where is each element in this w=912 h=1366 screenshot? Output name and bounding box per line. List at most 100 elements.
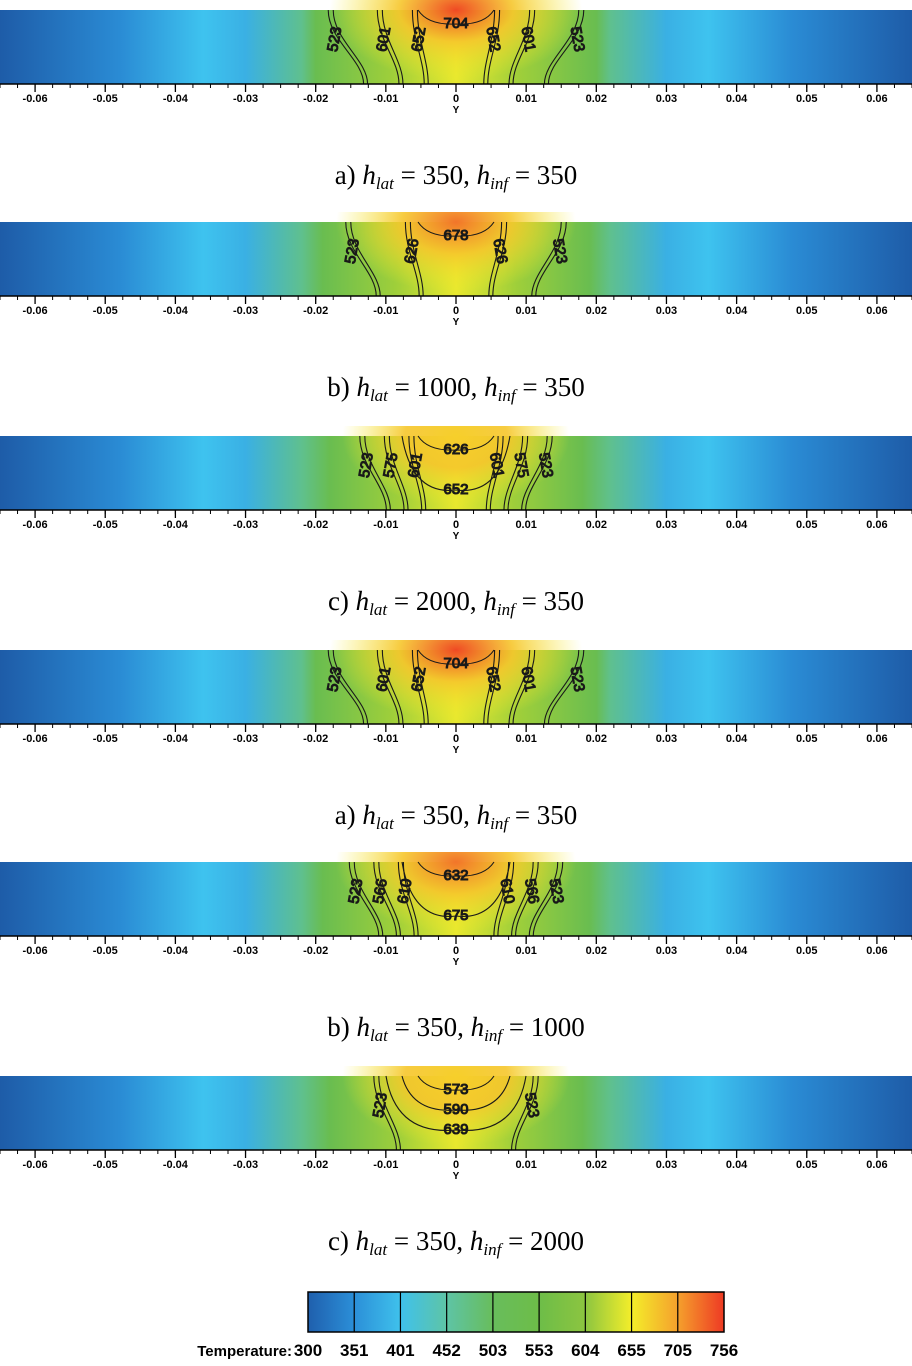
contour-line	[525, 435, 553, 511]
contour-label: 523	[345, 877, 366, 905]
x-tick-label: 0.06	[866, 305, 887, 317]
x-tick-label: 0.04	[726, 93, 748, 105]
legend-title: Temperature:	[197, 1343, 292, 1360]
contour-label: 601	[486, 451, 507, 479]
x-axis-label: Y	[453, 1171, 460, 1182]
contour-line	[411, 649, 425, 725]
contour-line	[417, 861, 495, 877]
x-tick-label: -0.02	[303, 305, 328, 317]
x-tick-label: 0.05	[796, 1159, 817, 1171]
temperature-legend: Temperature: 300 351 401 452 503 553 604 655 705…	[197, 1291, 738, 1360]
panel-caption: c) hlat = 350, hinf = 2000	[0, 1226, 912, 1260]
x-tick-label: 0.01	[515, 1159, 536, 1171]
contour-line	[397, 861, 415, 937]
x-tick-label: -0.03	[233, 519, 258, 531]
x-tick-label: 0.02	[586, 733, 607, 745]
contour-line	[535, 221, 567, 297]
x-tick-label: 0.03	[656, 1159, 677, 1171]
caption-h-lat-value: = 2000,	[387, 586, 484, 616]
x-tick-label: 0.04	[726, 519, 748, 531]
contour-line	[417, 9, 495, 25]
caption-prefix: a)	[334, 800, 363, 830]
contour-line	[483, 9, 496, 85]
contour-line	[417, 435, 495, 451]
x-tick-label: -0.05	[93, 519, 118, 531]
caption-h-lat-value: = 350,	[393, 800, 477, 830]
contour-line	[528, 861, 559, 937]
contour-line	[378, 861, 401, 937]
x-tick-label: -0.05	[93, 945, 118, 957]
contour-label: 652	[408, 25, 429, 53]
contour-panel-4: 523 523 601 601 652 652 704 -0.06 -0.05 -0.04 -0.0…	[0, 640, 912, 850]
contour-label: 626	[401, 237, 422, 265]
contour-line	[383, 435, 405, 511]
x-tick-label: 0.06	[866, 733, 887, 745]
contour-label: 573	[443, 1081, 468, 1098]
contour-line	[332, 649, 369, 725]
x-tick-label: 0.03	[656, 945, 677, 957]
contour-line	[327, 9, 365, 85]
contour-line	[497, 861, 515, 937]
contour-line	[373, 861, 397, 937]
contour-label: 610	[394, 877, 415, 905]
contour-lines: 523 523 573 590 639	[369, 1075, 543, 1151]
temperature-contour-plot: 523 523 626 626 678 -0.06 -0.05 -0.04 -0.03 -0.02…	[0, 212, 912, 328]
x-tick-label: -0.05	[93, 733, 118, 745]
hot-spot	[336, 852, 576, 933]
contour-line	[507, 435, 529, 511]
caption-h-lat-value: = 350,	[393, 160, 477, 190]
x-tick-label: -0.03	[233, 733, 258, 745]
caption-h-inf-value: = 350	[508, 160, 578, 190]
contour-label: 601	[518, 25, 539, 53]
contour-line	[543, 9, 580, 85]
contour-line	[508, 9, 531, 85]
contour-label: 523	[324, 25, 345, 53]
x-tick-label: -0.05	[93, 1159, 118, 1171]
x-tick-label: 0.04	[726, 305, 748, 317]
caption-prefix: c)	[327, 586, 356, 616]
contour-line	[515, 861, 539, 937]
contour-label: 523	[549, 237, 570, 265]
contour-line	[417, 649, 495, 665]
contour-line	[547, 9, 585, 85]
contour-label: 523	[356, 451, 377, 479]
contour-label: 601	[518, 665, 539, 693]
contour-line	[489, 435, 504, 511]
panel-caption: a) hlat = 350, hinf = 350	[0, 800, 912, 834]
contour-line	[417, 1075, 495, 1091]
x-tick-label: 0.02	[586, 93, 607, 105]
contour-label: 523	[546, 877, 567, 905]
x-tick-label: -0.01	[373, 1159, 398, 1171]
x-tick-label: -0.04	[163, 305, 189, 317]
x-tick-label: 0.02	[586, 1159, 607, 1171]
caption-h-inf-symbol: hinf	[476, 160, 509, 193]
x-axis-label: Y	[453, 317, 460, 328]
temperature-contour-plot: 523 523 573 590 639 -0.06 -0.05 -0.04 -0.03 -0.02…	[0, 1066, 912, 1182]
x-tick-label: -0.04	[163, 519, 189, 531]
x-tick-label: -0.01	[373, 945, 398, 957]
x-tick-label: -0.03	[233, 945, 258, 957]
contour-line	[515, 1075, 539, 1151]
x-tick-label: 0.05	[796, 305, 817, 317]
contour-line	[511, 861, 534, 937]
x-tick-label: 0.05	[796, 519, 817, 531]
panel-caption: a) hlat = 350, hinf = 350	[0, 160, 912, 194]
contour-line	[416, 9, 429, 85]
x-axis-label: Y	[453, 105, 460, 116]
x-tick-label: -0.01	[373, 519, 398, 531]
x-tick-label: -0.06	[23, 945, 48, 957]
contour-line	[345, 221, 377, 297]
contour-label: 523	[324, 665, 345, 693]
contour-line	[373, 1075, 397, 1151]
x-tick-label: 0.05	[796, 733, 817, 745]
temperature-contour-plot: 523 523 601 601 652 652 704 -0.06 -0.05 -0.04 -0.0…	[0, 640, 912, 756]
contour-line	[404, 221, 420, 297]
contour-line	[417, 221, 495, 237]
contour-panel-1: 523 523 601 601 652 652 704 -0.06 -0.05 -0.04 -0.0…	[0, 0, 912, 210]
x-tick-label: 0.04	[726, 1159, 748, 1171]
contour-label: 652	[443, 481, 468, 498]
caption-h-lat-symbol: hlat	[362, 800, 394, 833]
contour-lines: 523 523 601 601 652 652 704	[324, 649, 588, 725]
